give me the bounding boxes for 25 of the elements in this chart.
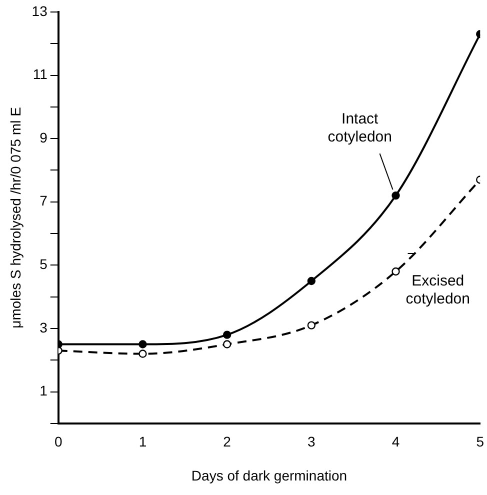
point (392, 191, 400, 200)
point (392, 267, 400, 276)
point (222, 340, 232, 348)
x-tick-label: 0 (54, 434, 62, 450)
y-tick-label: 11 (32, 66, 48, 82)
point (307, 276, 316, 286)
point (138, 350, 147, 358)
x-tick-label: 3 (308, 434, 316, 450)
y-tick-label: 1 (40, 382, 48, 399)
x-tick-label: 5 (476, 434, 484, 450)
y-tick-label: 13 (32, 2, 48, 19)
x-tick-label: 4 (392, 434, 400, 450)
annotation: Intact cotyledon (328, 110, 392, 146)
y-tick-label: 5 (40, 256, 48, 272)
y-tick-label: 3 (40, 319, 48, 336)
x-tick-label: 1 (138, 434, 147, 450)
x-tick-label: 2 (223, 434, 232, 450)
annotation: Excised cotyledon (406, 272, 470, 308)
x-axis-title: Days of dark germination (191, 467, 348, 484)
point (138, 340, 147, 348)
point (307, 321, 316, 330)
y-tick-label: 9 (40, 129, 48, 146)
y-axis-title: μmoles S hydrolysed /hr/0 075 ml E (7, 107, 24, 328)
y-tick-label: 7 (40, 192, 48, 209)
point (222, 330, 232, 339)
